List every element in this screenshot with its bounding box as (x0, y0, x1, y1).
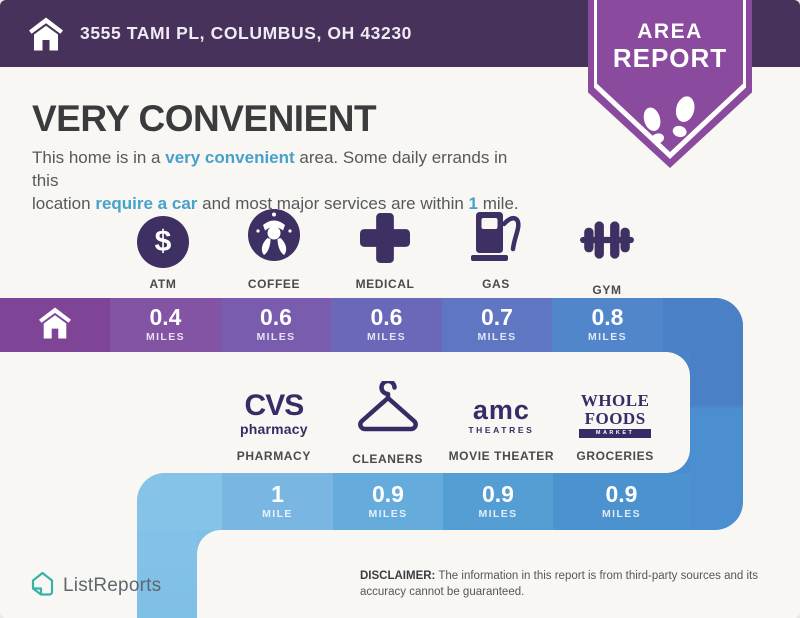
listreports-house-icon (30, 570, 55, 602)
amenity-movie-theater: amc THEATRES MOVIE THEATER (445, 376, 559, 466)
badge-title: AREA REPORT (612, 20, 728, 73)
medical-cross-icon (360, 213, 410, 268)
footer-inset (197, 530, 800, 618)
distance-segment: 0.8 MILES (552, 298, 663, 352)
amenity-label: CLEANERS (352, 452, 424, 466)
distance-value: 0.9 (482, 480, 514, 507)
home-segment (0, 298, 110, 352)
band-lead (137, 473, 222, 530)
summary-highlight: 1 (468, 194, 479, 213)
summary-part: and most major services are within (197, 194, 469, 213)
summary-part: area. Some daily errands in this (32, 148, 508, 190)
amenity-cleaners: CLEANERS (331, 376, 445, 466)
whole-foods-logo: WHOLE FOODS MARKET (579, 392, 652, 441)
distance-value: 0.9 (605, 480, 638, 507)
amenity-atm: $ ATM (108, 206, 218, 297)
amenity-coffee: COFFEE (219, 206, 329, 297)
amenity-label: COFFEE (247, 277, 301, 291)
disclaimer: DISCLAIMER: The information in this repo… (360, 569, 780, 600)
distance-segment: 0.9 MILES (553, 473, 690, 530)
distance-segment: 0.6 MILES (221, 298, 331, 352)
amenity-row-1: $ ATM COFFEE (108, 206, 662, 297)
amenity-label: ATM (149, 277, 177, 291)
area-report-badge: AREA REPORT (588, 0, 752, 168)
distance-segment: 0.4 MILES (110, 298, 221, 352)
distance-segment: 0.9 MILES (333, 473, 443, 530)
dollar-circle-icon: $ (137, 216, 189, 268)
distance-unit: MILES (366, 331, 407, 343)
hanger-icon (357, 378, 419, 440)
distance-bar-bottom: 1 MILE 0.9 MILES 0.9 MILES 0.9 MILES (137, 473, 690, 530)
home-icon (38, 306, 72, 344)
disclaimer-label: DISCLAIMER: (360, 570, 436, 582)
gas-pump-icon (470, 209, 522, 268)
property-address: 3555 TAMI PL, COLUMBUS, OH 43230 (80, 23, 413, 43)
distance-bar-top: 0.4 MILES 0.6 MILES 0.6 MILES 0.7 MILES … (0, 298, 743, 352)
distance-unit: MILE (262, 507, 293, 520)
page-title: VERY CONVENIENT (32, 98, 377, 139)
amenity-label: GAS (482, 277, 510, 291)
distance-unit: MILES (587, 331, 628, 343)
distance-value: 0.6 (260, 304, 292, 330)
home-icon (28, 15, 64, 58)
starbucks-coffee-icon (246, 207, 302, 268)
distance-segment: 1 MILE (222, 473, 333, 530)
distance-value: 1 (271, 480, 284, 507)
amc-theatres-logo: amc THEATRES (468, 394, 535, 435)
amenity-medical: MEDICAL (330, 206, 440, 297)
distance-value: 0.6 (370, 304, 403, 330)
dumbbell-icon (578, 217, 636, 268)
summary-highlight: require a car (95, 194, 198, 213)
footprints-icon (638, 92, 702, 155)
summary-text: This home is in a very convenient area. … (32, 146, 532, 215)
distance-unit: MILES (601, 507, 642, 520)
listreports-logo: ListReports (30, 570, 161, 602)
brand-row-inset (260, 352, 690, 473)
band-filler (663, 298, 743, 352)
amenity-label: MEDICAL (355, 277, 415, 291)
amenity-gas: GAS (441, 206, 551, 297)
distance-segment: 0.7 MILES (442, 298, 552, 352)
amenity-pharmacy: CVS pharmacy PHARMACY (217, 376, 331, 466)
distance-segment: 0.9 MILES (443, 473, 553, 530)
amenity-groceries: WHOLE FOODS MARKET GROCERIES (558, 376, 672, 466)
cvs-pharmacy-logo: CVS pharmacy (240, 389, 308, 437)
amenity-label: MOVIE THEATER (448, 449, 555, 463)
distance-value: 0.9 (372, 480, 404, 507)
distance-value: 0.4 (149, 304, 182, 330)
distance-unit: MILES (477, 331, 517, 343)
summary-highlight: very convenient (165, 148, 295, 167)
summary-part: This home is in a (32, 148, 166, 167)
disclaimer-text: The information in this report is from t… (438, 570, 758, 582)
summary-part: mile. (478, 194, 519, 213)
amenity-label: GYM (592, 283, 622, 297)
amenity-label: PHARMACY (236, 449, 311, 463)
listreports-wordmark: ListReports (63, 575, 162, 596)
amenity-label: GROCERIES (576, 449, 654, 463)
amenity-gym: GYM (552, 206, 662, 297)
distance-unit: MILES (145, 331, 186, 343)
distance-value: 0.8 (591, 304, 624, 330)
dollar-symbol: $ (154, 225, 172, 258)
summary-part: location (32, 194, 96, 213)
distance-unit: MILES (368, 507, 408, 520)
distance-value: 0.7 (481, 304, 513, 330)
distance-unit: MILES (478, 507, 518, 520)
distance-unit: MILES (256, 331, 296, 343)
amenity-row-2: CVS pharmacy PHARMACY CLEANERS amc THEAT… (217, 376, 672, 466)
disclaimer-text: accuracy cannot be guaranteed. (360, 585, 525, 598)
distance-segment: 0.6 MILES (331, 298, 442, 352)
